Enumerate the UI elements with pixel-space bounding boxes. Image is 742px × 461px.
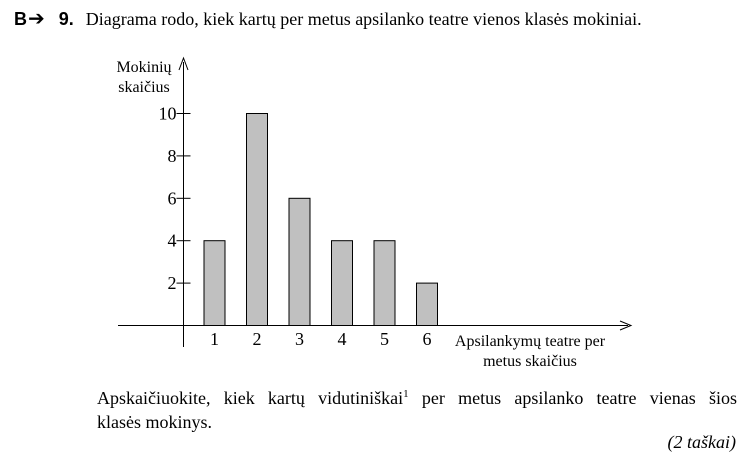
y-tick-label: 6: [168, 188, 177, 208]
y-axis-arrow: [178, 56, 189, 71]
task-header: B ➔ 9. Diagrama rodo, kiek kartų per met…: [14, 6, 642, 32]
bar: [203, 240, 226, 326]
footnote-mark: 1: [403, 388, 409, 400]
x-tick-label: 1: [210, 329, 219, 349]
bar: [373, 240, 396, 326]
task-title: Diagrama rodo, kiek kartų per metus apsi…: [85, 9, 642, 29]
question-text-part-1: Apskaičiuokite, kiek kartų vidutiniškai: [97, 388, 404, 408]
y-tick-label: 2: [168, 273, 177, 293]
y-tick-label: 10: [159, 104, 177, 124]
y-ticks: 2 4 6 8 10: [159, 104, 191, 293]
bar: [416, 282, 438, 327]
bar: [288, 197, 311, 326]
task-number: 9.: [58, 9, 74, 29]
section-label: B: [14, 9, 27, 29]
y-tick-label: 8: [168, 146, 177, 166]
y-axis-label-line-2: skaičius: [118, 79, 170, 96]
x-axis-arrow: [619, 320, 633, 331]
bar: [331, 240, 353, 326]
x-axis-label-line-2: metus skaičius: [483, 353, 577, 370]
right-arrow-icon: ➔: [28, 8, 45, 30]
x-tick-label: 5: [380, 329, 389, 349]
bars: [203, 113, 438, 327]
x-tick-label: 6: [423, 329, 432, 349]
question-line-2: klasės mokinys.: [97, 412, 212, 432]
x-tick-label: 3: [295, 329, 304, 349]
x-tick-label: 2: [253, 329, 262, 349]
x-tick-labels: 1 2 3 4 5 6: [210, 329, 432, 349]
bar-chart: Mokinių skaičius Apsilankymų teatre per …: [116, 56, 633, 370]
x-axis-label-line-1: Apsilankymų teatre per: [455, 333, 606, 350]
points-label: (2 taškai): [667, 432, 736, 452]
y-axis-label-line-1: Mokinių: [116, 59, 172, 76]
question-text-part-2: per metus apsilanko teatre vienas šios: [408, 388, 737, 408]
question-text: Apskaičiuokite, kiek kartų vidutiniškai1…: [97, 386, 737, 434]
chart-axes: [118, 56, 633, 347]
bar: [246, 113, 268, 326]
question-line-1: Apskaičiuokite, kiek kartų vidutiniškai1…: [97, 386, 737, 410]
y-tick-label: 4: [168, 231, 177, 251]
x-tick-label: 4: [338, 329, 347, 349]
